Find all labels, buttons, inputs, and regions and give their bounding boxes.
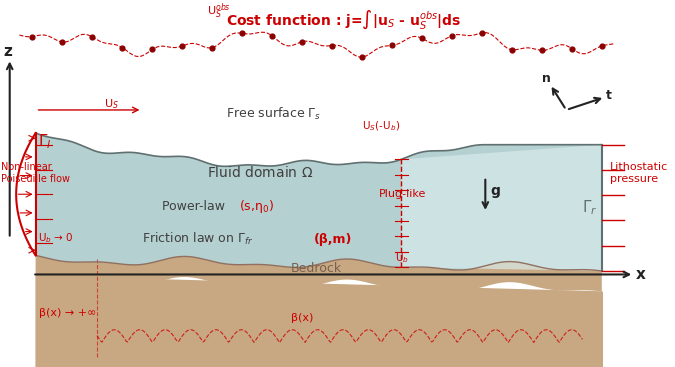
- Point: [177, 43, 188, 49]
- Point: [267, 33, 277, 39]
- Text: Plug-like: Plug-like: [379, 189, 426, 199]
- Point: [87, 34, 98, 40]
- Point: [447, 33, 458, 39]
- Text: Lithostatic
pressure: Lithostatic pressure: [610, 162, 668, 184]
- Point: [566, 46, 577, 51]
- Point: [27, 33, 38, 39]
- Point: [416, 35, 427, 41]
- Polygon shape: [401, 145, 602, 271]
- Point: [597, 43, 608, 49]
- Text: U$_b$: U$_b$: [395, 252, 408, 265]
- Text: Friction law on $\Gamma_{fr}$: Friction law on $\Gamma_{fr}$: [142, 230, 254, 247]
- Point: [207, 45, 217, 51]
- Text: t: t: [606, 89, 612, 102]
- Text: U$_S$: U$_S$: [103, 97, 118, 111]
- Text: Cost function : j=$\int$|u$_S$ - u$_S^{obs}$|ds: Cost function : j=$\int$|u$_S$ - u$_S^{o…: [227, 9, 462, 31]
- Text: (s,η$_0$): (s,η$_0$): [240, 198, 275, 215]
- Text: $\Gamma_r$: $\Gamma_r$: [583, 199, 598, 218]
- Text: x: x: [635, 266, 645, 281]
- Text: $\Gamma_l$: $\Gamma_l$: [38, 132, 51, 150]
- Text: β(x) → +∞: β(x) → +∞: [39, 308, 97, 317]
- Text: Free surface $\Gamma_s$: Free surface $\Gamma_s$: [227, 106, 322, 122]
- Text: g: g: [491, 184, 500, 198]
- Point: [117, 45, 128, 51]
- Text: Fluid domain $\Omega$: Fluid domain $\Omega$: [207, 165, 313, 180]
- Point: [477, 30, 487, 36]
- Text: z: z: [3, 44, 12, 59]
- Text: n: n: [541, 72, 551, 85]
- Point: [237, 30, 248, 36]
- Text: Non-linear
Poiseuille flow: Non-linear Poiseuille flow: [1, 162, 70, 184]
- Point: [57, 39, 68, 45]
- Text: U$_S$(-U$_b$): U$_S$(-U$_b$): [362, 120, 400, 133]
- Point: [506, 47, 517, 52]
- Point: [147, 47, 158, 52]
- Point: [387, 43, 398, 48]
- Text: (β,m): (β,m): [314, 233, 352, 246]
- Polygon shape: [36, 133, 602, 271]
- Point: [356, 54, 367, 60]
- Point: [537, 47, 547, 53]
- Text: Power-law: Power-law: [162, 200, 229, 213]
- Text: β(x): β(x): [291, 313, 314, 323]
- Text: U$_b$ → 0: U$_b$ → 0: [38, 231, 74, 245]
- Text: U$_S^{obs}$: U$_S^{obs}$: [207, 2, 231, 21]
- Point: [327, 43, 338, 48]
- Point: [297, 39, 308, 45]
- Polygon shape: [36, 255, 602, 291]
- Text: Bedrock: Bedrock: [291, 262, 342, 275]
